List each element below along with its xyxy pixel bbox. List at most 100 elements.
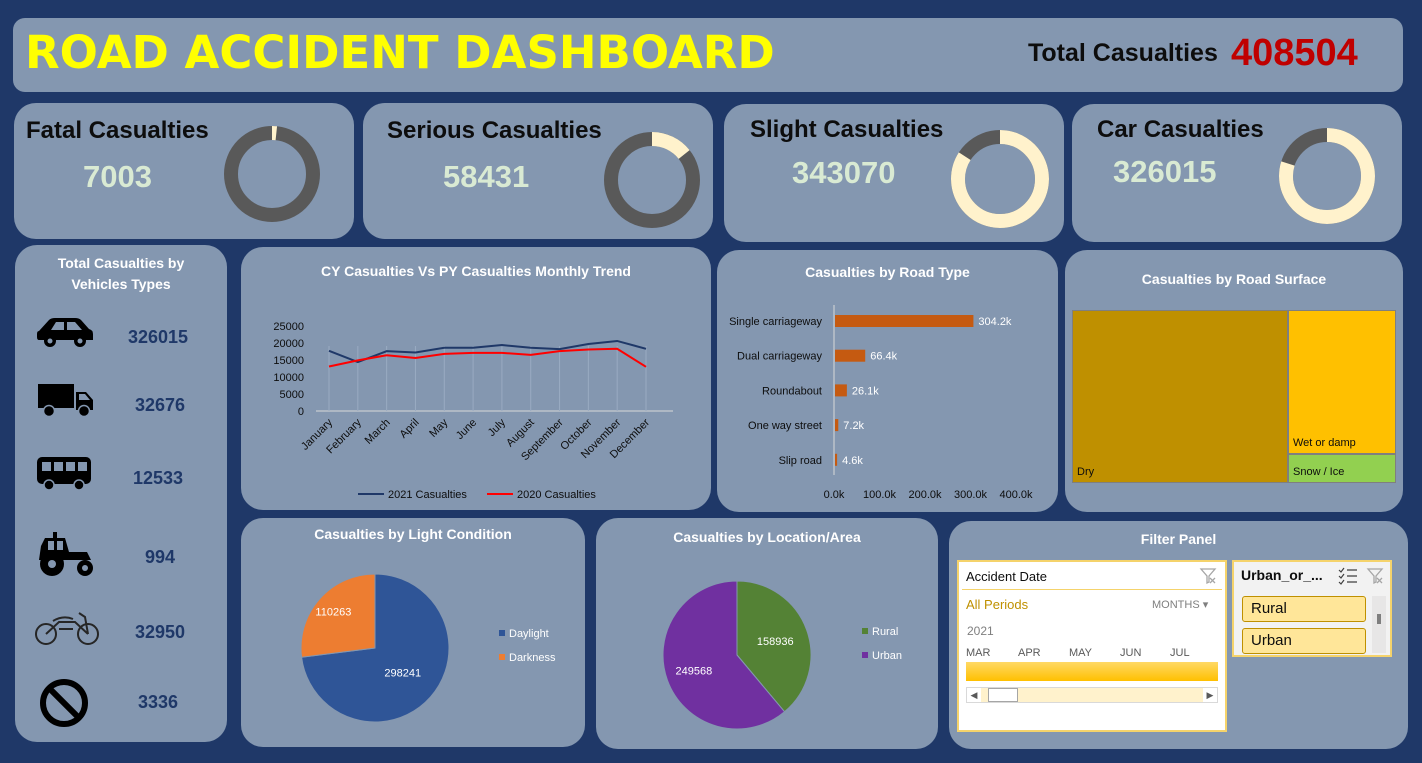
filter-panel-title: Filter Panel [1140, 531, 1217, 547]
vehicle-value-bus: 12533 [132, 468, 184, 488]
total-casualties-label: Total Casualties [1028, 39, 1218, 67]
timeline-month: MAR [966, 647, 991, 659]
treemap-label-wet: Wet or damp [1293, 437, 1356, 449]
bar-value-label: 304.2k [978, 316, 1012, 328]
x-tick-label: April [398, 417, 422, 441]
legend-label: Darkness [509, 652, 556, 664]
y-tick-label: 15000 [273, 355, 304, 367]
series-line [328, 339, 647, 364]
legend-swatch [862, 628, 868, 634]
category-label: Dual carriageway [737, 351, 822, 363]
clear-filter-icon[interactable] [1199, 567, 1217, 585]
donut-remainder [224, 126, 320, 222]
kpi-donut [604, 132, 700, 228]
period-unit-dropdown[interactable]: MONTHS ▾ [1152, 598, 1208, 611]
bar-value-label: 26.1k [852, 385, 879, 397]
category-label: One way street [748, 420, 822, 432]
urban-rural-slicer[interactable]: Urban_or_... Rural Urban [1232, 560, 1392, 657]
y-tick-label: 5000 [280, 389, 304, 401]
car-icon [37, 318, 93, 347]
light-condition-panel: Casualties by Light Condition 298241 1102… [241, 518, 585, 747]
location-title: Casualties by Location/Area [673, 529, 861, 545]
category-label: Slip road [779, 455, 822, 467]
road-type-chart: Single carriageway 304.2k Dual carriageway… [729, 305, 1033, 501]
period-unit-label: MONTHS [1152, 599, 1200, 611]
timeline-scrollbar[interactable]: ◀ ▶ [966, 687, 1218, 703]
clear-filter-icon[interactable] [1366, 567, 1384, 585]
treemap-label-dry: Dry [1077, 466, 1095, 478]
location-chart: 158936 249568 Rural Urban [662, 580, 902, 730]
chevron-down-icon: ▾ [1202, 599, 1209, 611]
kpi-label: Serious Casualties [387, 117, 602, 144]
area-slicer-title: Urban_or_... [1241, 567, 1323, 583]
y-tick-label: 20000 [273, 338, 304, 350]
pie-slice [736, 580, 812, 713]
kpi-value: 326015 [1113, 154, 1217, 189]
x-tick-label: May [427, 416, 451, 440]
kpi-label: Car Casualties [1097, 116, 1264, 143]
location-panel: Casualties by Location/Area 158936 249568… [596, 518, 938, 749]
x-tick-label: July [486, 416, 509, 439]
y-tick-label: 0 [298, 406, 304, 418]
timeline-month: JUN [1120, 647, 1142, 659]
slicer-divider [962, 589, 1222, 590]
scroll-right-icon[interactable]: ▶ [1203, 688, 1217, 702]
date-slicer-title: Accident Date [966, 569, 1047, 584]
kpi-value: 7003 [83, 159, 152, 194]
kpi-donut [1279, 128, 1375, 224]
area-option-rural[interactable]: Rural [1242, 596, 1366, 622]
monthly-trend-title: CY Casualties Vs PY Casualties Monthly T… [321, 263, 631, 279]
vehicle-panel-title-line2: Vehicles Types [71, 276, 171, 292]
legend-swatch [499, 654, 505, 660]
total-casualties-value: 408504 [1231, 32, 1358, 74]
x-tick-label: 0.0k [824, 489, 845, 501]
light-condition-chart: 298241 110263 Daylight Darkness [300, 573, 556, 723]
vehicle-value-tractor: 994 [144, 547, 176, 567]
timeline-bar[interactable] [966, 662, 1218, 681]
treemap-label-snow: Snow / Ice [1293, 466, 1345, 478]
slice-label: 110263 [315, 606, 351, 618]
legend-label: Rural [872, 626, 898, 638]
timeline-month: JUL [1170, 647, 1190, 659]
slice-label: 298241 [384, 667, 421, 679]
x-tick-label: 300.0k [954, 489, 988, 501]
x-tick-label: June [454, 417, 479, 442]
legend-label: Urban [872, 650, 902, 662]
road-type-panel: Casualties by Road Type Single carriagew… [717, 250, 1058, 512]
legend-label: 2021 Casualties [388, 489, 467, 501]
slicer-scroll-thumb[interactable] [1377, 614, 1381, 624]
bar [835, 315, 974, 327]
legend-swatch [499, 630, 505, 636]
scroll-left-icon[interactable]: ◀ [967, 688, 981, 702]
area-option-urban[interactable]: Urban [1242, 628, 1366, 654]
bar [835, 349, 866, 362]
accident-date-slicer[interactable]: Accident Date All Periods MONTHS ▾ 2021 … [957, 560, 1227, 732]
bar-value-label: 4.6k [842, 455, 863, 467]
donut-share [1279, 128, 1375, 224]
all-periods-label[interactable]: All Periods [966, 597, 1029, 612]
bar [835, 384, 847, 397]
kpi-value: 343070 [792, 155, 896, 190]
pie-slice [662, 580, 786, 730]
y-tick-label: 25000 [273, 321, 304, 333]
vehicle-value-motorcycle: 32950 [134, 622, 186, 642]
slice-label: 158936 [757, 636, 794, 648]
road-type-title: Casualties by Road Type [805, 264, 970, 280]
legend-swatch [862, 652, 868, 658]
slicer-scrollbar[interactable] [1372, 596, 1386, 653]
legend-label: Daylight [509, 628, 549, 640]
timeline-year: 2021 [967, 624, 994, 638]
kpi-label: Slight Casualties [750, 116, 944, 143]
slice-label: 249568 [676, 666, 713, 678]
dashboard-title: ROAD ACCIDENT DASHBOARD [25, 26, 775, 79]
category-label: Single carriageway [729, 316, 822, 328]
scroll-thumb[interactable] [988, 688, 1018, 702]
multi-select-icon[interactable] [1338, 567, 1358, 585]
vehicle-value-other: 3336 [137, 692, 179, 712]
vehicle-types-panel: Total Casualties by Vehicles Types 32601… [15, 245, 227, 742]
monthly-trend-chart: 2500020000150001000050000JanuaryFebruary… [273, 321, 673, 501]
vehicle-value-truck: 32676 [134, 395, 186, 415]
filter-panel: Filter Panel Accident Date All Periods M… [949, 521, 1408, 749]
bar [835, 419, 839, 432]
legend-label: 2020 Casualties [517, 489, 596, 501]
